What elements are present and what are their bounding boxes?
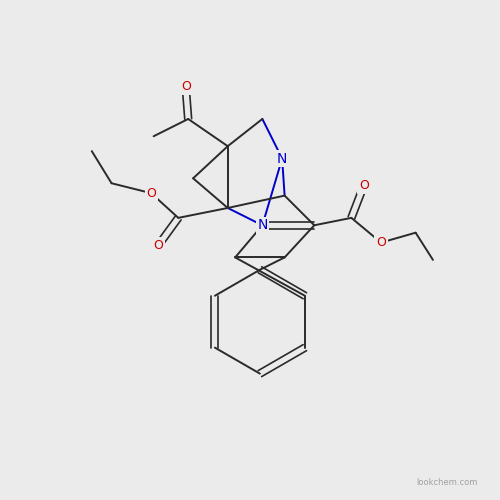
Text: O: O <box>181 80 190 94</box>
Text: O: O <box>146 186 156 200</box>
Text: O: O <box>359 179 368 192</box>
Text: lookchem.com: lookchem.com <box>416 478 478 488</box>
Text: O: O <box>154 238 164 252</box>
Text: N: N <box>257 218 268 232</box>
Text: O: O <box>376 236 386 249</box>
Text: N: N <box>277 152 287 166</box>
